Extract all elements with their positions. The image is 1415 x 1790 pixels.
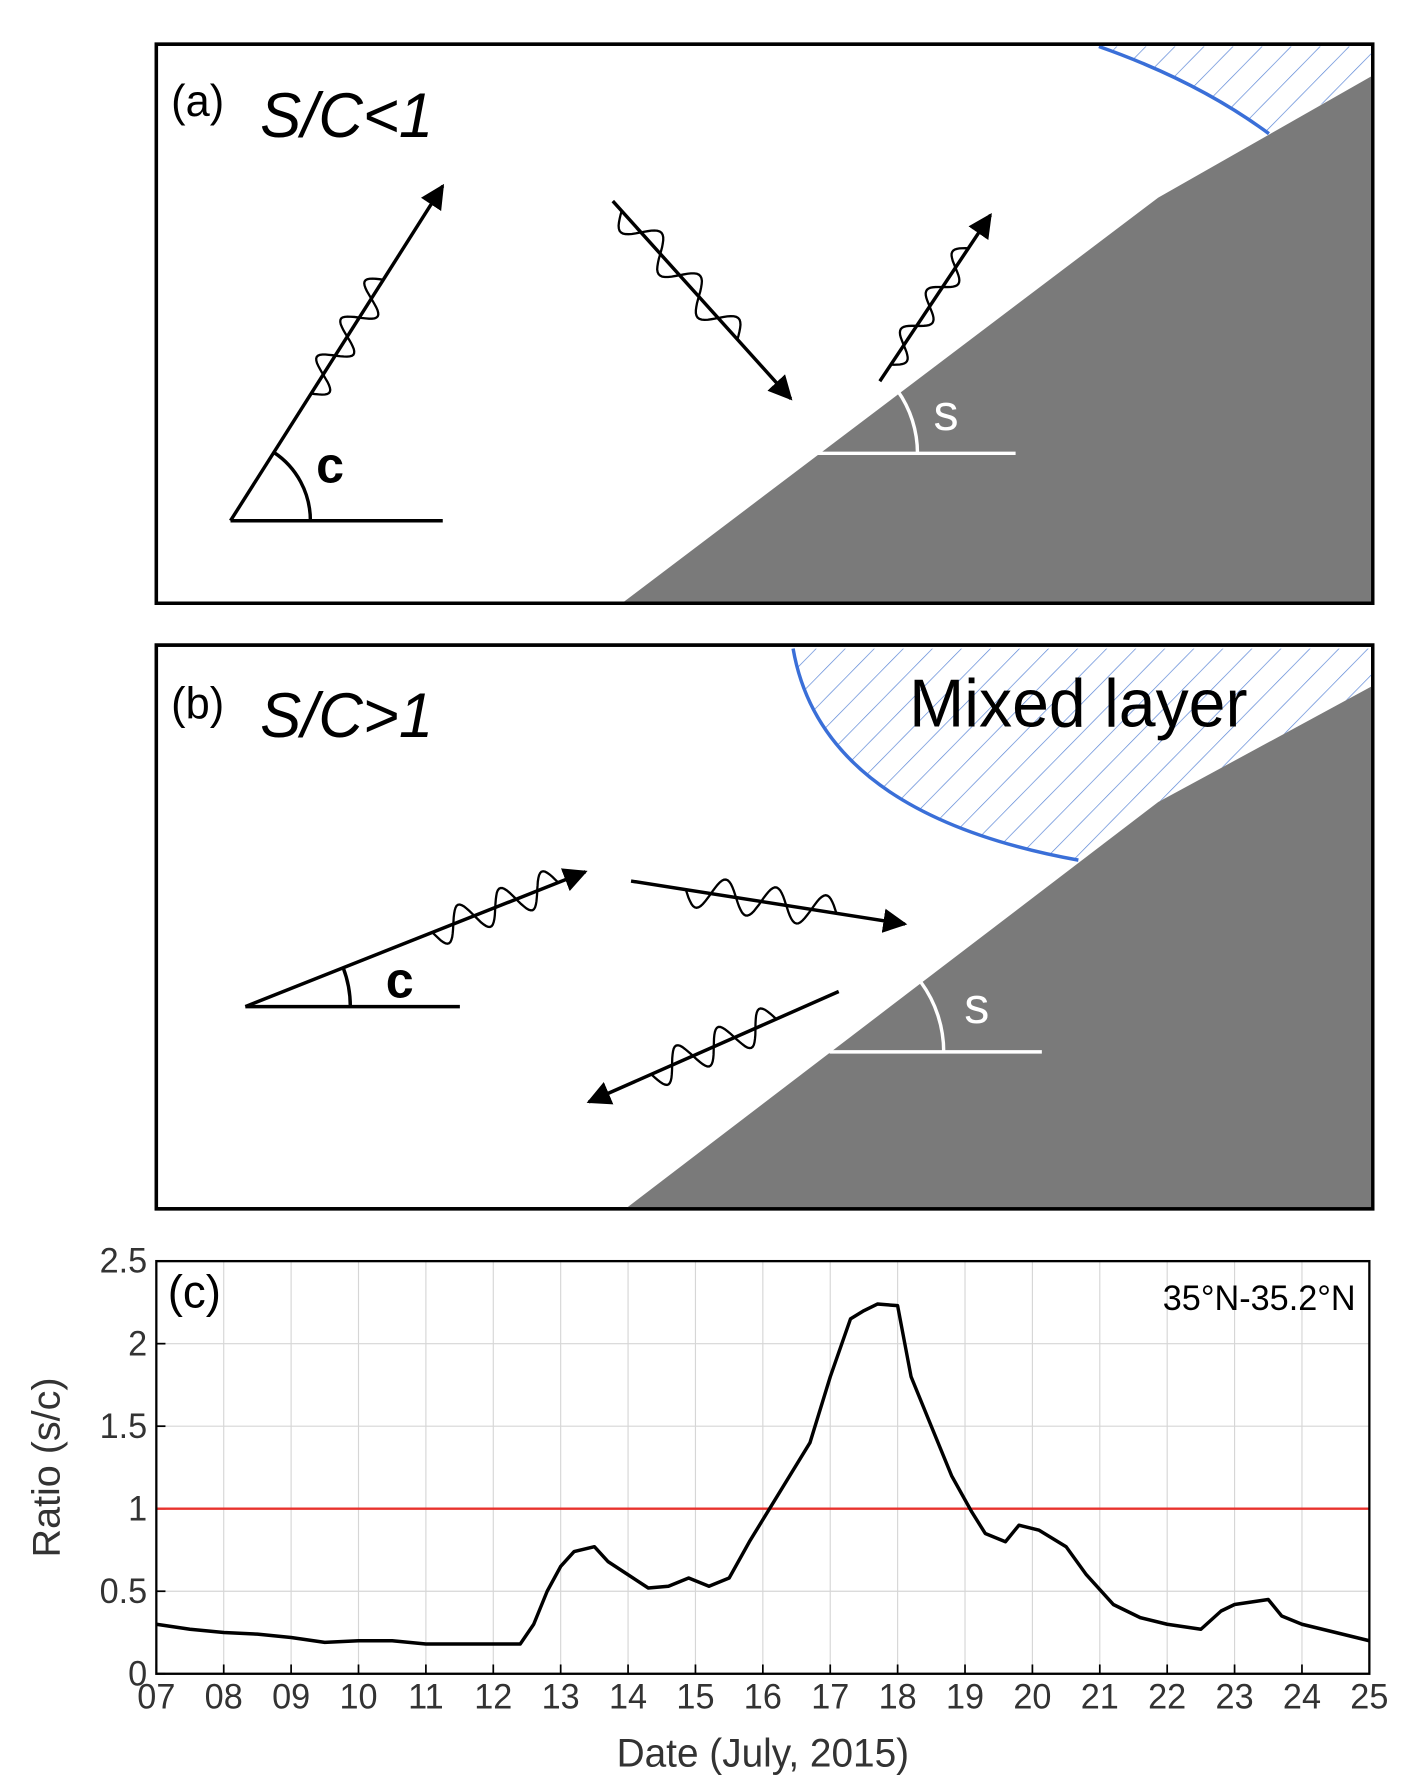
ray-arrow	[244, 868, 588, 1009]
x-tick-label: 10	[339, 1678, 377, 1716]
x-tick-label: 13	[542, 1678, 580, 1716]
panel-a: (a) S/C<1 c s	[154, 42, 1375, 605]
x-tick-label: 07	[137, 1678, 175, 1716]
y-tick-label: 2.5	[100, 1242, 148, 1280]
panel-label: (b)	[171, 679, 224, 728]
ray-arrow	[630, 879, 908, 933]
panel-label: (c)	[168, 1265, 221, 1317]
x-tick-label: 09	[272, 1678, 310, 1716]
wave	[311, 277, 384, 396]
wave-diagrams	[229, 183, 1042, 1105]
slope	[625, 685, 1373, 1209]
mixed-layer-region	[793, 648, 1373, 861]
x-axis-label: Date (July, 2015)	[617, 1732, 910, 1775]
x-tick-label: 17	[811, 1678, 849, 1716]
chart: 07 08 09 10 11 12 13 14 15 16 17 18 19 20 21 22 23 24 2500…	[26, 1242, 1389, 1775]
y-tick-label: 0	[128, 1655, 147, 1693]
wave	[617, 210, 742, 340]
ray-arrow	[878, 213, 992, 383]
angle-arc	[919, 981, 946, 1052]
mixed-layer-region	[1098, 46, 1373, 134]
x-tick-label: 23	[1216, 1678, 1254, 1716]
y-tick-label: 1.5	[100, 1408, 148, 1446]
panel-frame	[154, 42, 1375, 605]
data-line	[156, 1302, 1370, 1646]
angle-arc	[896, 389, 920, 454]
x-tick-label: 12	[474, 1678, 512, 1716]
y-tick-label: 0.5	[100, 1573, 148, 1611]
x-tick-label: 22	[1148, 1678, 1186, 1716]
slope	[621, 75, 1373, 604]
x-tick-label: 21	[1081, 1678, 1119, 1716]
wave	[684, 878, 838, 925]
x-tick-label: 24	[1283, 1678, 1321, 1716]
y-axis-label: Ratio (s/c)	[26, 1377, 69, 1557]
wave	[650, 1007, 778, 1087]
angle-label: c	[316, 436, 344, 494]
plot-frame	[155, 1259, 1371, 1675]
angle-label: s	[933, 384, 958, 442]
ray-arrow	[229, 183, 445, 522]
x-tick-label: 14	[609, 1678, 647, 1716]
mixed-layer-boundary	[1098, 44, 1270, 136]
ray-arrow	[611, 199, 793, 401]
panel-label: (a)	[171, 77, 224, 126]
panel-b: (b) S/C>1 Mixed layer c s	[154, 643, 1375, 1211]
x-tick-label: 25	[1350, 1678, 1388, 1716]
y-tick-label: 1	[128, 1490, 147, 1528]
mixed-layer-boundary	[791, 648, 1079, 862]
x-tick-label: 11	[408, 1678, 444, 1716]
panel-title: S/C>1	[260, 681, 433, 751]
panel-frame	[154, 643, 1375, 1211]
angle-arc	[341, 967, 353, 1007]
wave	[890, 246, 969, 366]
wave	[431, 870, 560, 945]
angle-arc	[272, 450, 313, 521]
angle-label: c	[386, 951, 414, 1009]
region-label: Mixed layer	[909, 667, 1247, 742]
annotation: 35°N-35.2°N	[1163, 1280, 1356, 1318]
x-tick-label: 19	[946, 1678, 984, 1716]
x-tick-label: 16	[744, 1678, 782, 1716]
angle-label: s	[964, 976, 989, 1034]
x-tick-label: 20	[1013, 1678, 1051, 1716]
x-tick-label: 08	[205, 1678, 243, 1716]
x-tick-label: 18	[879, 1678, 917, 1716]
y-tick-label: 2	[128, 1325, 147, 1363]
panel-title: S/C<1	[260, 82, 433, 152]
x-tick-label: 15	[676, 1678, 714, 1716]
